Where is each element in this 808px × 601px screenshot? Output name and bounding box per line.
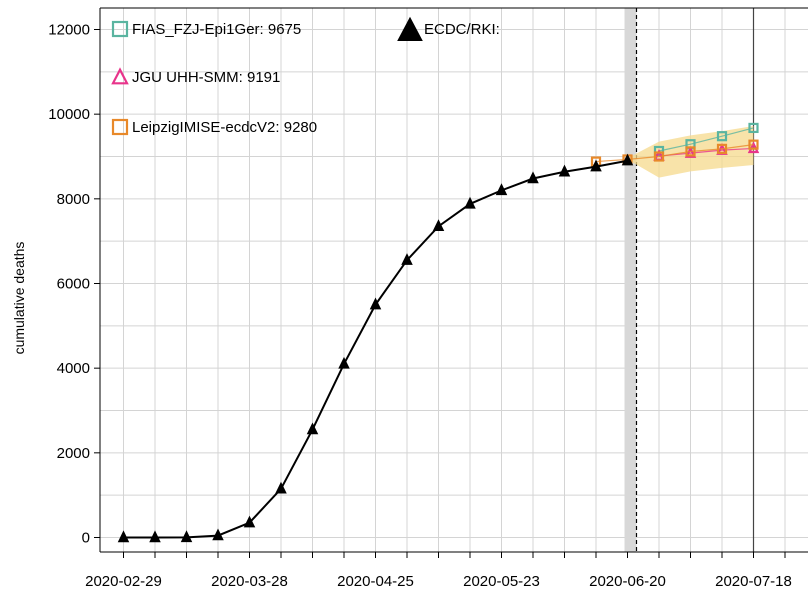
observed-point: [590, 159, 602, 172]
observed-point: [558, 164, 571, 177]
forecast-line-1: [658, 147, 754, 157]
forecast-point-2: [685, 146, 696, 157]
observed-point: [495, 183, 508, 196]
observed-point: [401, 253, 413, 265]
y-tick-label: 2000: [57, 445, 90, 462]
x-tick-label: 2020-07-18: [715, 573, 792, 590]
legend-marker-0: [111, 20, 129, 38]
legend-marker-1: [111, 67, 129, 85]
observed-point: [338, 356, 350, 369]
observed-point: [243, 515, 256, 528]
observed-point: [212, 528, 224, 541]
x-tick-label: 2020-02-29: [85, 573, 162, 590]
observed-point: [527, 171, 539, 184]
legend: FIAS_FZJ-Epi1Ger: 9675 JGU UHH-SMM: 9191 L…: [111, 16, 500, 136]
series-layer: [117, 122, 760, 543]
legend-marker-observed: [397, 16, 423, 42]
x-tick-label: 2020-03-28: [211, 573, 288, 590]
legend-label-observed: ECDC/RKI:: [424, 21, 500, 38]
x-tick-label: 2020-05-23: [463, 573, 540, 590]
forecast-point-2: [748, 139, 759, 150]
observed-point: [306, 422, 319, 435]
legend-marker-2: [111, 118, 129, 136]
forecast-point-0: [748, 122, 759, 134]
observed-point: [464, 196, 476, 209]
y-axis-label: cumulative deaths: [11, 242, 27, 355]
observed-point: [275, 481, 287, 494]
legend-label-0: FIAS_FZJ-Epi1Ger: 9675: [132, 21, 301, 38]
y-tick-label: 12000: [48, 22, 90, 39]
observed-point: [180, 530, 193, 543]
forecast-point-1: [684, 146, 697, 158]
observed-point: [117, 530, 130, 543]
x-tick-label: 2020-06-20: [589, 573, 666, 590]
forecast-line-2: [595, 144, 754, 163]
y-tick-label: 0: [82, 530, 90, 547]
y-tick-label: 8000: [57, 191, 90, 208]
observed-point: [621, 153, 634, 166]
observed-point: [369, 297, 382, 310]
x-tick-label: 2020-04-25: [337, 573, 414, 590]
observed-point: [149, 530, 161, 543]
forecast-point-2: [653, 151, 665, 162]
forecast-point-0: [653, 145, 665, 157]
legend-label-1: JGU UHH-SMM: 9191: [132, 69, 280, 86]
forecast-point-0: [716, 131, 728, 142]
y-tick-label: 10000: [48, 106, 90, 123]
forecast-shading: [624, 8, 637, 552]
y-tick-label: 6000: [57, 276, 90, 293]
observed-point: [432, 219, 445, 232]
forecast-point-2: [716, 143, 728, 154]
legend-label-2: LeipzigIMISE-ecdcV2: 9280: [132, 119, 317, 136]
forecast-line-0: [658, 127, 754, 152]
y-tick-label: 4000: [57, 360, 90, 377]
axis-layer: 0 2000 4000 6000 8000 10000 12000 2020-02-29 202…: [48, 7, 808, 590]
grid-layer: [100, 8, 808, 552]
